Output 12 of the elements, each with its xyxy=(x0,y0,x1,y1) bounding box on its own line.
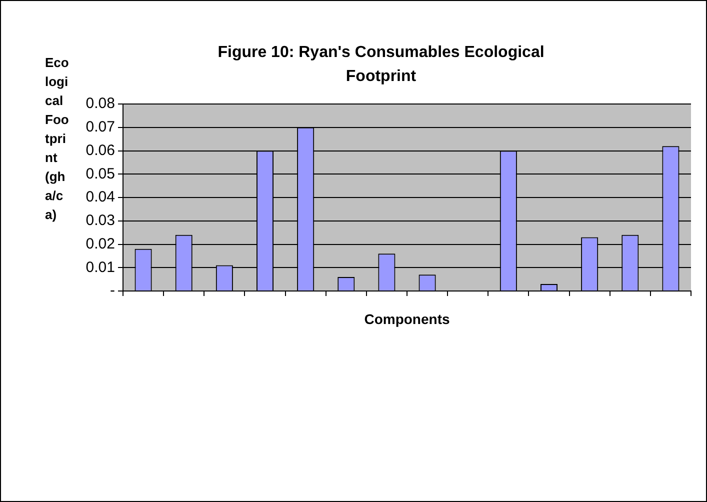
y-tick-label: 0.04 xyxy=(86,188,115,206)
y-tick-label: 0.02 xyxy=(86,235,115,252)
y-tick-label: 0.03 xyxy=(86,212,115,230)
x-axis-title: Components xyxy=(363,311,451,327)
y-tick-label: 0.06 xyxy=(86,142,115,159)
y-tick-label: 0.05 xyxy=(86,165,115,182)
y-tick-label: - xyxy=(110,282,115,300)
chart-title: Figure 10: Ryan's Consumables Ecological Footprint xyxy=(216,43,546,87)
text: Ecological Footprint (gha/ca) xyxy=(45,55,69,222)
y-tick-label: 0.08 xyxy=(86,95,115,112)
y-tick-label: 0.01 xyxy=(86,258,115,276)
y-tick-label: 0.07 xyxy=(86,118,115,136)
